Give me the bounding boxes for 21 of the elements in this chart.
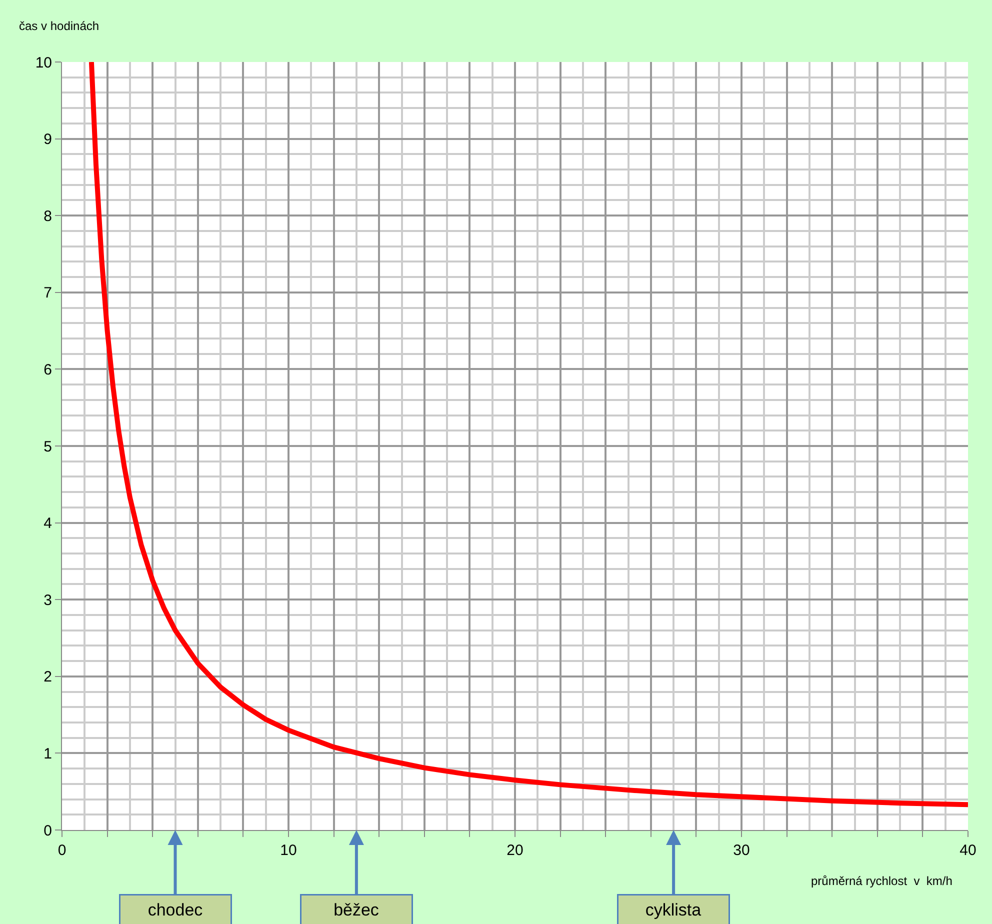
x-tick-label: 40 — [960, 842, 976, 859]
x-tick-label: 0 — [58, 842, 66, 859]
text: běžec — [334, 900, 380, 920]
x-tick-label: 20 — [506, 842, 524, 859]
x-tick-label: 10 — [280, 842, 297, 859]
text: chodec — [148, 900, 204, 920]
y-tick-label: 5 — [44, 438, 52, 456]
y-tick-label: 4 — [44, 515, 52, 532]
y-tick-label: 8 — [44, 208, 52, 225]
y-axis-title: čas v hodinách — [19, 19, 100, 33]
y-tick-label: 10 — [35, 54, 52, 72]
y-tick-label: 3 — [44, 592, 52, 609]
x-axis-title: průměrná rychlost v km/h — [811, 874, 952, 888]
y-tick-label: 9 — [44, 131, 52, 148]
y-tick-label: 6 — [44, 361, 52, 378]
text: cyklista — [645, 900, 702, 920]
y-tick-label: 2 — [44, 668, 52, 686]
y-tick-label: 1 — [44, 745, 52, 762]
y-tick-label: 7 — [44, 284, 52, 302]
y-tick-label: 0 — [44, 822, 52, 840]
x-tick-label: 30 — [733, 842, 750, 859]
